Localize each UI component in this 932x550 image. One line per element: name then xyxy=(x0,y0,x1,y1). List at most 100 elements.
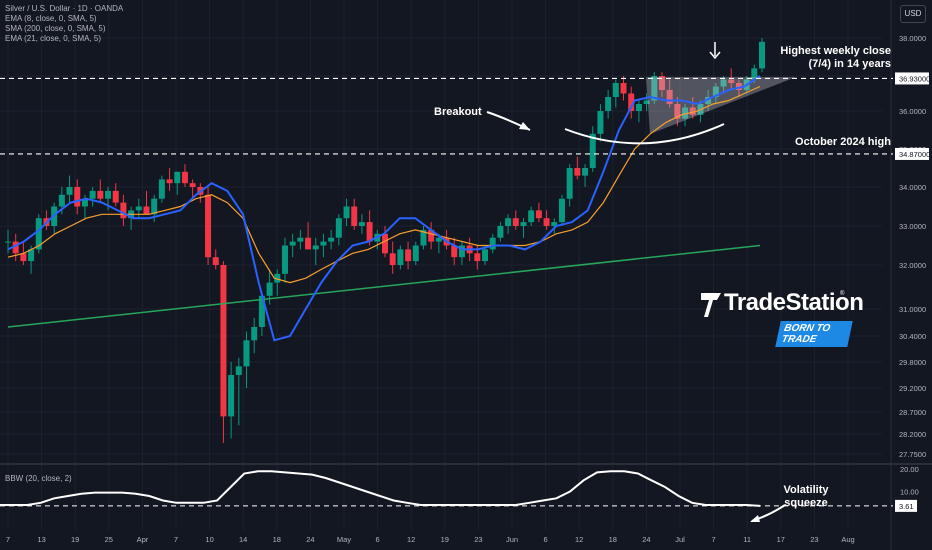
candle[interactable] xyxy=(412,241,419,265)
candle[interactable] xyxy=(582,164,589,187)
candle[interactable] xyxy=(274,269,281,296)
candle[interactable] xyxy=(181,164,188,187)
candle[interactable] xyxy=(328,229,335,250)
candle[interactable] xyxy=(435,233,442,254)
candle[interactable] xyxy=(212,249,219,270)
candle[interactable] xyxy=(489,233,496,254)
candle-body xyxy=(751,68,758,80)
candle[interactable] xyxy=(543,210,550,230)
candle[interactable] xyxy=(589,126,596,172)
candle[interactable] xyxy=(89,187,96,207)
candle[interactable] xyxy=(497,222,504,242)
candle[interactable] xyxy=(297,229,304,250)
candle[interactable] xyxy=(628,86,635,119)
candle[interactable] xyxy=(551,218,558,234)
candle[interactable] xyxy=(566,164,573,207)
ema8-line xyxy=(7,75,761,342)
candle[interactable] xyxy=(658,72,665,97)
candle[interactable] xyxy=(635,100,642,123)
candle[interactable] xyxy=(335,214,342,246)
candle[interactable] xyxy=(158,175,165,203)
candle[interactable] xyxy=(251,318,258,354)
candle-body xyxy=(528,210,535,223)
candle[interactable] xyxy=(605,90,612,119)
candle[interactable] xyxy=(505,214,512,234)
candle[interactable] xyxy=(97,179,104,203)
candle[interactable] xyxy=(689,97,696,119)
ema21-line xyxy=(7,85,761,284)
candle[interactable] xyxy=(120,194,127,226)
candle[interactable] xyxy=(358,214,365,234)
indicator-ema21[interactable]: EMA (21, close, 0, SMA, 5) xyxy=(5,34,102,43)
candle[interactable] xyxy=(389,241,396,274)
candle[interactable] xyxy=(674,97,681,127)
x-tick-label: Jul xyxy=(675,535,685,544)
candle[interactable] xyxy=(405,241,412,270)
indicator-sma200[interactable]: SMA (200, close, 0, SMA, 5) xyxy=(5,24,106,33)
candle[interactable] xyxy=(166,168,173,191)
candle[interactable] xyxy=(66,175,73,203)
candle[interactable] xyxy=(666,79,673,108)
candle[interactable] xyxy=(189,179,196,199)
candle[interactable] xyxy=(305,222,312,250)
candle[interactable] xyxy=(397,245,404,270)
candle[interactable] xyxy=(535,202,542,223)
candle[interactable] xyxy=(351,198,358,230)
candle[interactable] xyxy=(235,357,242,426)
candle[interactable] xyxy=(35,214,42,254)
candle[interactable] xyxy=(205,187,212,265)
candle[interactable] xyxy=(458,241,465,265)
candle[interactable] xyxy=(428,222,435,250)
candle[interactable] xyxy=(343,198,350,226)
x-tick-label: 18 xyxy=(273,535,281,544)
candle[interactable] xyxy=(574,156,581,180)
y-tick-label: 30.4000 xyxy=(899,332,926,341)
candle[interactable] xyxy=(512,210,519,230)
x-tick-label: 6 xyxy=(544,535,548,544)
bbw-legend[interactable]: BBW (20, close, 2) xyxy=(5,474,72,484)
candle[interactable] xyxy=(612,79,619,108)
candle[interactable] xyxy=(143,190,150,215)
candle[interactable] xyxy=(520,218,527,238)
candle[interactable] xyxy=(643,93,650,112)
candle[interactable] xyxy=(558,194,565,226)
candle[interactable] xyxy=(281,237,288,283)
currency-button[interactable]: USD xyxy=(900,5,926,23)
candle[interactable] xyxy=(320,233,327,258)
candle[interactable] xyxy=(312,237,319,265)
candle[interactable] xyxy=(12,233,19,262)
candle[interactable] xyxy=(228,362,235,439)
candle[interactable] xyxy=(174,171,181,195)
candle[interactable] xyxy=(112,183,119,207)
candle[interactable] xyxy=(366,210,373,246)
candle[interactable] xyxy=(420,226,427,250)
candle[interactable] xyxy=(220,261,227,443)
candle-body xyxy=(720,79,727,87)
candle[interactable] xyxy=(620,76,627,101)
candle[interactable] xyxy=(712,83,719,104)
candle-body xyxy=(512,218,519,226)
candle[interactable] xyxy=(289,233,296,258)
candle-body xyxy=(135,206,142,211)
candle-body xyxy=(520,222,527,226)
candle[interactable] xyxy=(135,198,142,219)
candle[interactable] xyxy=(682,104,689,127)
candle[interactable] xyxy=(451,237,458,265)
indicator-ema8[interactable]: EMA (8, close, 0, SMA, 5) xyxy=(5,14,97,23)
candle-body xyxy=(435,237,442,242)
candle[interactable] xyxy=(597,104,604,142)
candle[interactable] xyxy=(759,38,765,73)
candle[interactable] xyxy=(482,245,489,266)
candle[interactable] xyxy=(705,90,712,111)
candle[interactable] xyxy=(728,68,735,90)
candle[interactable] xyxy=(74,179,81,215)
candle-body xyxy=(689,107,696,115)
candle-body xyxy=(458,245,465,258)
candle-body xyxy=(220,265,227,417)
brand-name: TradeStation xyxy=(724,289,864,316)
x-tick-label: 7 xyxy=(174,535,178,544)
candle[interactable] xyxy=(243,331,250,389)
candle[interactable] xyxy=(528,206,535,227)
